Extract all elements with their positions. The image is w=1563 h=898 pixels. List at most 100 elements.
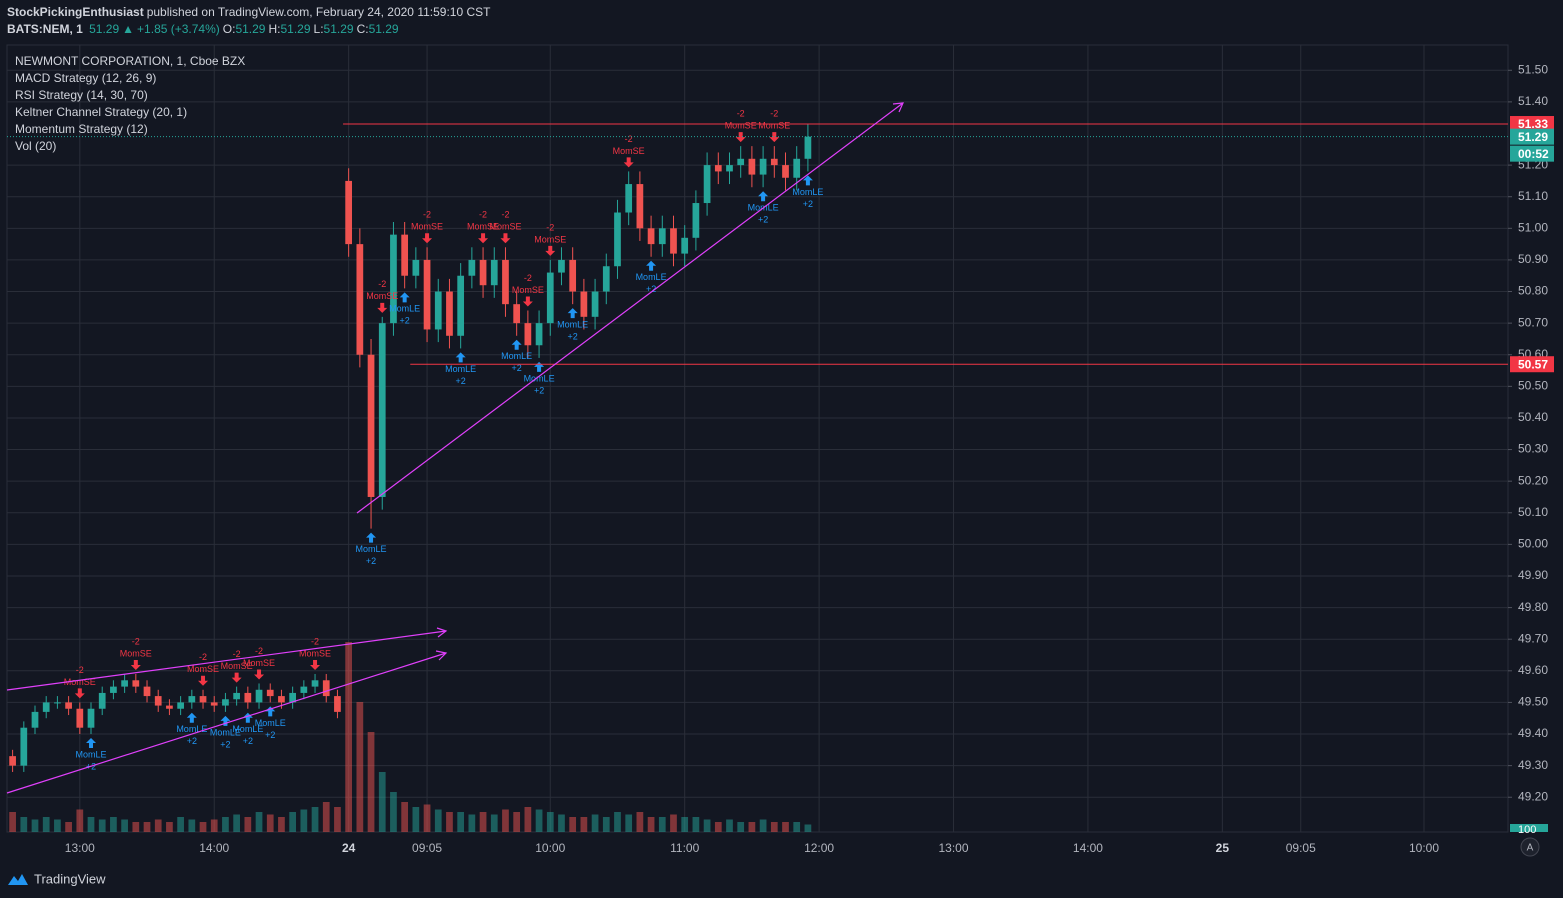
- grid: [7, 45, 1508, 832]
- volume-bar: [479, 812, 487, 832]
- candle-body: [356, 244, 364, 355]
- signal-arrow: [511, 339, 522, 350]
- candle-body: [446, 291, 453, 336]
- auto-button-label[interactable]: A: [1527, 843, 1534, 854]
- volume-bar: [132, 822, 140, 832]
- signal-name: MomSE: [512, 285, 544, 295]
- candle-body: [166, 705, 173, 709]
- volume-bar: [233, 814, 240, 832]
- volume-bar: [636, 812, 644, 832]
- ohlc-value: 51.29: [235, 22, 266, 36]
- signal-arrow: [366, 532, 377, 543]
- volume-bar: [726, 819, 733, 832]
- y-tick-label: 51.00: [1518, 220, 1548, 234]
- volume-bar: [401, 802, 409, 832]
- candle-body: [681, 237, 689, 254]
- signal-name: MomSE: [467, 222, 499, 232]
- volume-bar: [356, 702, 364, 832]
- signal-name: MomSE: [613, 146, 645, 156]
- signal-qty: +2: [803, 199, 813, 209]
- y-tick-label: 49.80: [1518, 600, 1548, 614]
- candle-body: [748, 158, 756, 175]
- candle-body: [535, 323, 543, 346]
- signal-name: MomLE: [445, 364, 476, 374]
- candle-body: [367, 354, 375, 497]
- y-tick-label: 49.40: [1518, 726, 1548, 740]
- volume-bar: [54, 819, 61, 832]
- marks: MomSE-2MomLE+2MomSE-2MomLE+2MomSE-2MomLE…: [7, 109, 1508, 832]
- candle-body: [121, 680, 128, 687]
- volume-bar: [110, 817, 117, 832]
- x-tick-label: 14:00: [1073, 841, 1103, 855]
- volume-bar: [244, 817, 252, 832]
- author: StockPickingEnthusiast: [7, 5, 144, 19]
- volume-bar: [804, 824, 812, 832]
- signal-qty: -2: [546, 222, 554, 232]
- signal-name: MomSE: [243, 658, 275, 668]
- candle-body: [782, 165, 789, 178]
- candle-body: [524, 323, 532, 346]
- signal-arrow: [735, 132, 746, 143]
- candle-body: [244, 692, 252, 703]
- study-name: RSI Strategy (14, 30, 70): [15, 88, 148, 102]
- candle-body: [345, 180, 353, 245]
- candle-body: [188, 696, 196, 703]
- ohlc-value: 51.29: [280, 22, 311, 36]
- candle-body: [210, 702, 218, 706]
- signal-arrow: [758, 191, 769, 202]
- signal-qty: +2: [265, 730, 275, 740]
- auto-button[interactable]: [1520, 837, 1540, 857]
- candle-body: [199, 696, 207, 703]
- signal-name: MomLE: [636, 272, 667, 282]
- signal-name: MomSE: [489, 222, 521, 232]
- price-marker-label: 51.29: [1518, 130, 1548, 144]
- candle-body: [266, 689, 274, 697]
- signal-name: MomSE: [299, 648, 331, 658]
- signal-name: MomLE: [232, 724, 263, 734]
- candle-body: [546, 272, 554, 324]
- signal-arrow: [198, 675, 209, 686]
- signal-name: MomSE: [187, 664, 219, 674]
- x-tick-label: 25: [1216, 841, 1230, 855]
- price-marker-label: 50.57: [1518, 357, 1548, 371]
- signal-arrow: [422, 233, 433, 244]
- arrow: ▲: [122, 22, 135, 36]
- candle-body: [703, 165, 711, 204]
- plot-frame: [6, 44, 1509, 833]
- signal-qty: -2: [132, 636, 140, 646]
- candle-body: [726, 165, 733, 172]
- candle-body: [177, 702, 184, 709]
- signal-name: MomLE: [255, 718, 286, 728]
- volume-bar: [524, 807, 532, 832]
- signal-qty: +2: [646, 284, 656, 294]
- signal-qty: +2: [534, 385, 544, 395]
- arrow-head: [435, 650, 448, 661]
- signal-arrow: [399, 292, 410, 303]
- volume-bar: [87, 817, 95, 832]
- volume-bar: [154, 819, 162, 832]
- volume-bar: [434, 809, 442, 832]
- candle-body: [804, 136, 812, 159]
- signal-arrow: [86, 738, 97, 749]
- volume-bar: [535, 809, 543, 832]
- studies: NEWMONT CORPORATION, 1, Cboe BZX MACD Str…: [15, 53, 245, 155]
- signal-qty: +2: [758, 215, 768, 225]
- y-tick-label: 50.10: [1518, 505, 1548, 519]
- volume-bar: [199, 822, 207, 832]
- candle-body: [513, 304, 521, 324]
- x-tick-label: 10:00: [535, 841, 565, 855]
- x-tick-label: 09:05: [1286, 841, 1316, 855]
- volume-bar: [457, 812, 465, 832]
- symbol: BATS:NEM, 1: [7, 22, 83, 36]
- volume-bar: [468, 814, 476, 832]
- volume-bar: [345, 642, 353, 832]
- signal-arrow: [478, 233, 489, 244]
- y-tick-label: 49.30: [1518, 758, 1548, 772]
- signal-name: MomLE: [389, 304, 420, 314]
- candle-body: [334, 696, 341, 712]
- volume-bar: [446, 812, 453, 832]
- signal-arrow: [500, 233, 511, 244]
- countdown-box: [1510, 145, 1554, 162]
- volume-bar: [647, 817, 655, 832]
- candle-body: [636, 184, 644, 229]
